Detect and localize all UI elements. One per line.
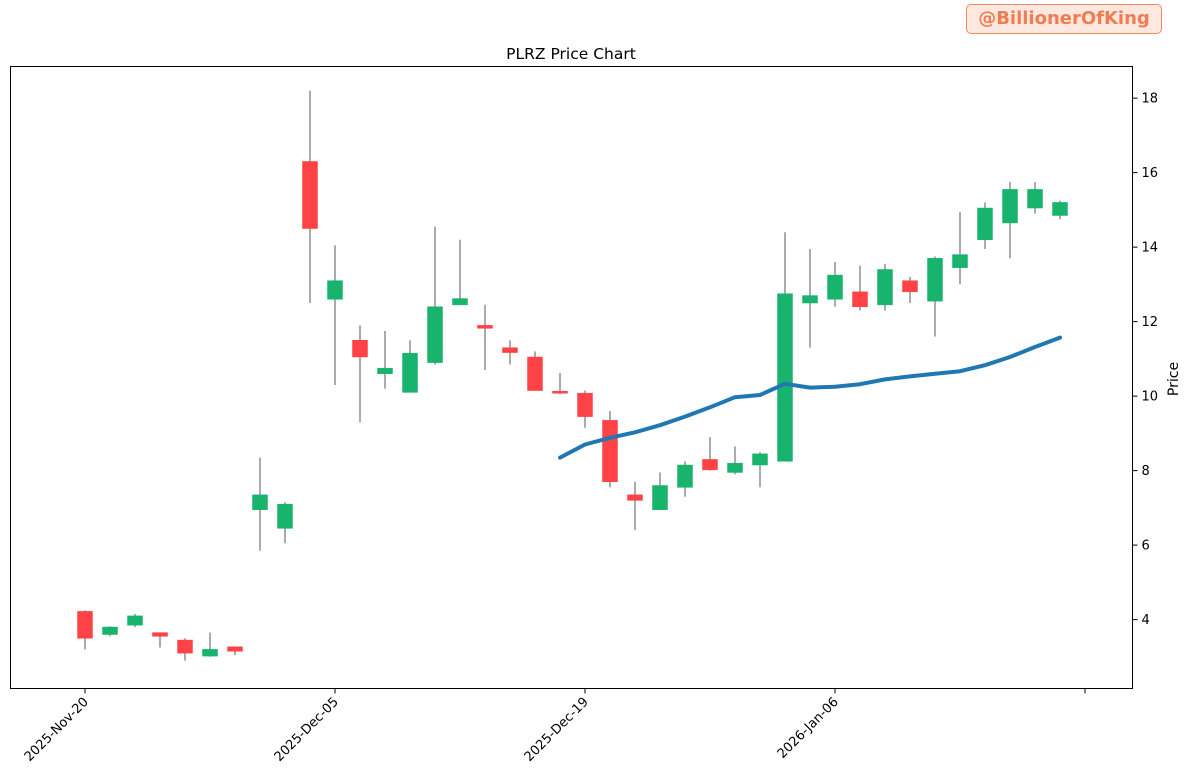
candle-body-up bbox=[952, 254, 968, 268]
candle-body-down bbox=[552, 391, 568, 394]
candle-body-down bbox=[477, 325, 493, 329]
candle-body-up bbox=[402, 353, 418, 393]
candle-body-up bbox=[1052, 202, 1068, 216]
x-tick-label: 2026-Jan-06 bbox=[775, 695, 842, 762]
y-tick-label: 18 bbox=[1142, 92, 1159, 107]
candle-body-up bbox=[277, 503, 293, 529]
watermark-badge: @BillionerOfKing bbox=[966, 4, 1162, 34]
candle-body-down bbox=[852, 291, 868, 307]
candle-body-up bbox=[377, 367, 393, 375]
candle-body-down bbox=[527, 356, 543, 391]
candle-body-up bbox=[327, 280, 343, 300]
candle-body-down bbox=[627, 494, 643, 501]
y-tick-label: 10 bbox=[1142, 390, 1159, 405]
candle-body-up bbox=[727, 462, 743, 473]
x-tick-label: 2025-Nov-20 bbox=[22, 695, 92, 765]
x-tick-label: 2025-Dec-19 bbox=[522, 695, 592, 765]
candle-body-down bbox=[502, 347, 518, 353]
candle-body-up bbox=[927, 258, 943, 302]
candle-body-up bbox=[977, 207, 993, 240]
y-tick-label: 12 bbox=[1142, 315, 1159, 330]
candle-body-up bbox=[752, 453, 768, 466]
y-axis-label: Price bbox=[1166, 362, 1182, 396]
y-tick-label: 16 bbox=[1142, 166, 1159, 181]
candle-body-up bbox=[202, 649, 218, 657]
candles-layer bbox=[77, 90, 1068, 661]
candle-body-down bbox=[152, 632, 168, 637]
candle-body-down bbox=[902, 280, 918, 293]
y-tick-label: 14 bbox=[1142, 241, 1159, 256]
candle-body-up bbox=[452, 298, 468, 306]
candle-body-up bbox=[252, 494, 268, 510]
y-tick-label: 4 bbox=[1142, 613, 1150, 628]
candle-body-up bbox=[1027, 189, 1043, 209]
candle-body-up bbox=[777, 293, 793, 462]
candle-body-down bbox=[227, 646, 243, 652]
plot-frame bbox=[10, 66, 1133, 689]
candle-body-down bbox=[352, 340, 368, 358]
y-tick-label: 6 bbox=[1142, 539, 1150, 554]
candle-body-down bbox=[577, 392, 593, 417]
x-axis: 2025-Nov-20 2025-Dec-05 2025-Dec-19 2026-Ja… bbox=[22, 688, 1086, 765]
candle-body-up bbox=[827, 274, 843, 300]
candle-body-up bbox=[877, 269, 893, 306]
moving-average-layer bbox=[558, 335, 1062, 460]
candle-body-down bbox=[177, 639, 193, 654]
candle-body-up bbox=[102, 626, 118, 635]
moving-average-line bbox=[558, 335, 1062, 460]
candle-body-up bbox=[802, 295, 818, 304]
y-axis: 4 6 8 10 12 14 16 18 bbox=[1132, 92, 1159, 628]
candle-body-down bbox=[302, 161, 318, 229]
chart-title: PLRZ Price Chart bbox=[506, 45, 636, 63]
y-tick-label: 8 bbox=[1142, 464, 1150, 479]
candle-body-up bbox=[427, 306, 443, 363]
candle-body-down bbox=[702, 459, 718, 471]
candle-body-down bbox=[77, 611, 93, 639]
candle-body-up bbox=[1002, 189, 1018, 224]
candle-body-up bbox=[127, 615, 143, 626]
candle-body-down bbox=[602, 420, 618, 483]
candle-body-up bbox=[677, 464, 693, 488]
candle-body-up bbox=[652, 485, 668, 510]
x-tick-label: 2025-Dec-05 bbox=[272, 695, 342, 765]
